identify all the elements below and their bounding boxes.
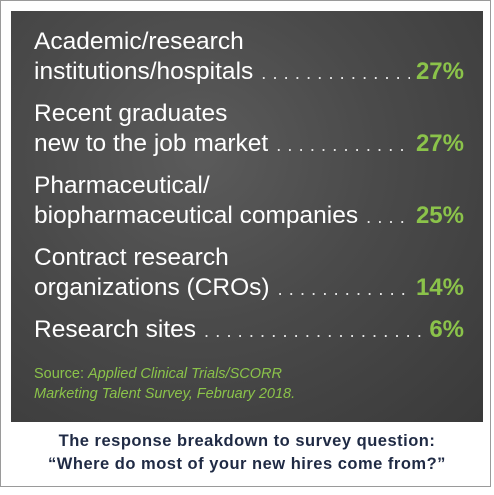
- source-prefix: Source:: [34, 366, 84, 382]
- source-citation-1: Applied Clinical Trials/SCORR: [88, 366, 282, 382]
- row-label: Contract research: [34, 244, 229, 271]
- row-label-line: Academic/research: [34, 27, 464, 57]
- row-label: organizations (CROs): [34, 274, 270, 301]
- caption-line-2: “Where do most of your new hires come fr…: [48, 455, 446, 473]
- source-line-1: Source: Applied Clinical Trials/SCORR: [34, 364, 464, 384]
- row-percent: 25%: [415, 202, 464, 229]
- row-label: biopharmaceutical companies: [34, 202, 359, 229]
- row-label-line: Contract research: [34, 243, 464, 273]
- dot-leader: ........................................…: [204, 321, 423, 341]
- dot-leader: ........................................…: [366, 207, 410, 227]
- row-label-line: Pharmaceutical/: [34, 171, 464, 201]
- row-label: institutions/hospitals: [34, 58, 254, 85]
- response-row: Research sites..........................…: [34, 315, 464, 346]
- row-label: Academic/research: [34, 28, 244, 55]
- source-note: Source: Applied Clinical Trials/SCORR Ma…: [34, 364, 464, 404]
- figure-frame: Academic/research institutions/hospitals.…: [0, 0, 491, 487]
- row-percent: 14%: [415, 274, 464, 301]
- row-label-line: Research sites..........................…: [34, 315, 464, 346]
- figure-caption: The response breakdown to survey questio…: [11, 422, 483, 484]
- row-percent: 27%: [415, 58, 464, 85]
- row-label-line: Recent graduates: [34, 99, 464, 129]
- row-label: Pharmaceutical/: [34, 172, 210, 199]
- response-row: Contract research organizations (CROs)...…: [34, 243, 464, 304]
- row-percent: 6%: [429, 316, 464, 343]
- dot-leader: ........................................…: [261, 63, 410, 83]
- response-row: Academic/research institutions/hospitals.…: [34, 27, 464, 88]
- dot-leader: ........................................…: [277, 279, 410, 299]
- row-label-line: biopharmaceutical companies.............…: [34, 201, 464, 232]
- row-label: new to the job market: [34, 130, 269, 157]
- response-row: Pharmaceutical/biopharmaceutical compani…: [34, 171, 464, 232]
- row-label-line: new to the job market...................…: [34, 129, 464, 160]
- response-row: Recent graduates new to the job market...…: [34, 99, 464, 160]
- row-label-line: institutions/hospitals..................…: [34, 57, 464, 88]
- source-citation-2: Marketing Talent Survey, February 2018.: [34, 386, 296, 402]
- row-label: Recent graduates: [34, 100, 228, 127]
- row-label-line: organizations (CROs)....................…: [34, 273, 464, 304]
- row-label: Research sites: [34, 316, 197, 343]
- dot-leader: ........................................…: [276, 135, 410, 155]
- source-line-2: Marketing Talent Survey, February 2018.: [34, 384, 464, 404]
- caption-line-1: The response breakdown to survey questio…: [58, 432, 436, 450]
- row-percent: 27%: [415, 130, 464, 157]
- chart-panel: Academic/research institutions/hospitals.…: [11, 11, 483, 422]
